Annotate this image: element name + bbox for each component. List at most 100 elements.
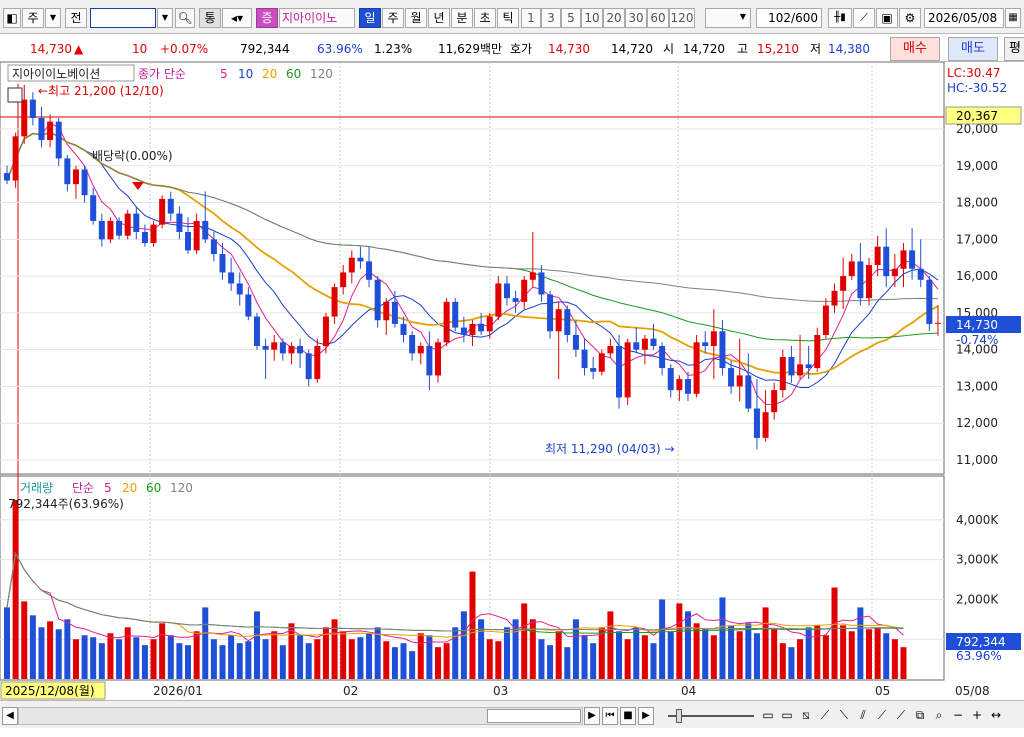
tab-2[interactable]: 월 <box>405 8 427 28</box>
candle-body <box>512 298 519 302</box>
channel-icon[interactable]: ⫽ <box>860 708 866 722</box>
interval-20[interactable]: 20 <box>603 8 625 28</box>
scroll-left-icon[interactable]: ◀ <box>2 707 18 725</box>
volume-bar <box>831 587 838 679</box>
tab-4[interactable]: 분 <box>451 8 473 28</box>
volume-bar <box>64 619 71 679</box>
interval-dropdown-icon[interactable]: ▼ <box>739 12 747 21</box>
volume-tick-0: 4,000K <box>956 513 999 527</box>
stock-name-label[interactable]: 지아이이노 <box>279 8 355 28</box>
crosshair-icon[interactable]: ▭ <box>762 708 774 722</box>
candle-body <box>909 250 916 269</box>
stock-code-input[interactable]: 358570 <box>90 8 156 28</box>
date-input[interactable]: 2026/05/08 <box>924 8 1004 28</box>
tab-0[interactable]: 일 <box>359 8 381 28</box>
candle-body <box>331 287 338 317</box>
volume-bar <box>702 629 709 679</box>
volume-bar <box>771 629 778 679</box>
tab-3[interactable]: 년 <box>428 8 450 28</box>
legend-ma-label: 종가 단순 <box>138 67 186 81</box>
volume-bar <box>331 619 338 679</box>
menu-icon[interactable]: ◧ <box>3 8 21 28</box>
candle-body <box>72 169 79 185</box>
candle-body <box>176 213 183 232</box>
market-select[interactable]: 주 <box>22 8 44 28</box>
candle-body <box>572 334 579 350</box>
trendline-icon[interactable]: ⟋ <box>820 708 830 722</box>
ray-icon[interactable]: ⟋ <box>877 708 887 722</box>
candle-type-icon[interactable]: ╫▮ <box>828 8 852 28</box>
interval-30[interactable]: 30 <box>625 8 647 28</box>
interval-1[interactable]: 1 <box>521 8 541 28</box>
code-dropdown-icon[interactable]: ▼ <box>157 8 173 28</box>
candle-body <box>469 323 476 335</box>
zoom-slider-track[interactable] <box>668 715 754 717</box>
interval-120[interactable]: 120 <box>669 8 695 28</box>
page-counter[interactable]: 102/600 <box>756 8 822 28</box>
save-icon[interactable]: ▣ <box>876 8 898 28</box>
candle-body <box>90 195 97 221</box>
volume-ma-lines <box>6 552 904 644</box>
play-icon[interactable]: ▶ <box>638 707 654 725</box>
volume-bar <box>176 643 183 679</box>
copy-icon[interactable]: ⧉ <box>915 708 925 722</box>
arrow-line-icon[interactable]: ⟋ <box>896 708 906 722</box>
volume-bar <box>400 643 407 679</box>
market-dropdown-icon[interactable]: ▼ <box>45 8 61 28</box>
tong-button[interactable]: 통 <box>199 8 221 28</box>
price-tick-2: 18,000 <box>956 196 998 210</box>
sell-button[interactable]: 매도 <box>948 37 998 61</box>
volume-bar <box>848 631 855 679</box>
price-volume-chart[interactable]: 20,00019,00018,00017,00016,00015,00014,0… <box>0 62 1024 700</box>
volume-bar <box>684 611 691 679</box>
interval-input[interactable] <box>705 8 751 28</box>
interval-5[interactable]: 5 <box>561 8 581 28</box>
candle-body <box>133 213 140 232</box>
price-tick-7: 13,000 <box>956 379 998 393</box>
rewind-icon[interactable]: ⏮ <box>602 707 618 725</box>
change-arrow: ▲ <box>74 42 84 56</box>
indicator-grid-icon[interactable] <box>7 87 23 103</box>
interval-3[interactable]: 3 <box>541 8 561 28</box>
gear-icon[interactable]: ⚙ <box>899 8 921 28</box>
eval-button[interactable]: 평 <box>1004 37 1024 61</box>
candle-body <box>262 345 269 350</box>
ref-line-value: 20,367 <box>956 109 998 123</box>
tab-6[interactable]: 틱 <box>497 8 519 28</box>
buy-button[interactable]: 매수 <box>890 37 940 61</box>
minus-icon[interactable]: − <box>952 708 964 722</box>
zoom-icon[interactable]: ⌕ <box>935 708 943 722</box>
plus-icon[interactable]: + <box>971 708 983 722</box>
interval-10[interactable]: 10 <box>581 8 603 28</box>
volume-bar <box>245 641 252 679</box>
move-icon[interactable]: ↔ <box>990 708 1002 722</box>
scroll-right-icon[interactable]: ▶ <box>584 707 600 725</box>
high-price: 15,210 <box>757 42 799 56</box>
period-type-button[interactable]: 전 <box>65 8 87 28</box>
current-price-axis: 14,730 <box>956 318 998 332</box>
zoom-slider-handle[interactable] <box>676 709 682 723</box>
downline-icon[interactable]: ⟍ <box>839 708 849 722</box>
scroll-track[interactable] <box>18 707 583 725</box>
candle-body <box>667 368 674 391</box>
volume-legend-ma: 단순 <box>72 481 94 495</box>
candle-body <box>38 117 45 141</box>
box-icon[interactable]: ▭ <box>781 708 793 722</box>
calendar-icon[interactable]: ▦ <box>1005 8 1021 28</box>
search-icon[interactable]: 🔍︎ <box>175 8 195 28</box>
fib-icon[interactable]: ⧅ <box>802 708 810 722</box>
stop-icon[interactable]: ■ <box>620 707 636 725</box>
interval-60[interactable]: 60 <box>647 8 669 28</box>
speaker-icon[interactable]: ◂▾ <box>222 8 252 28</box>
volume-bar <box>219 645 226 679</box>
tab-1[interactable]: 주 <box>382 8 404 28</box>
drawing-tool-icon[interactable]: ⟋ <box>853 8 875 28</box>
candle-body <box>124 213 131 236</box>
change-value: 10 <box>132 42 148 56</box>
volume-bar <box>435 647 441 679</box>
legend-ma5: 5 <box>220 67 228 81</box>
scroll-thumb[interactable] <box>487 709 581 723</box>
volume-bar <box>478 619 485 679</box>
volume-bar <box>314 639 321 679</box>
tab-5[interactable]: 초 <box>474 8 496 28</box>
